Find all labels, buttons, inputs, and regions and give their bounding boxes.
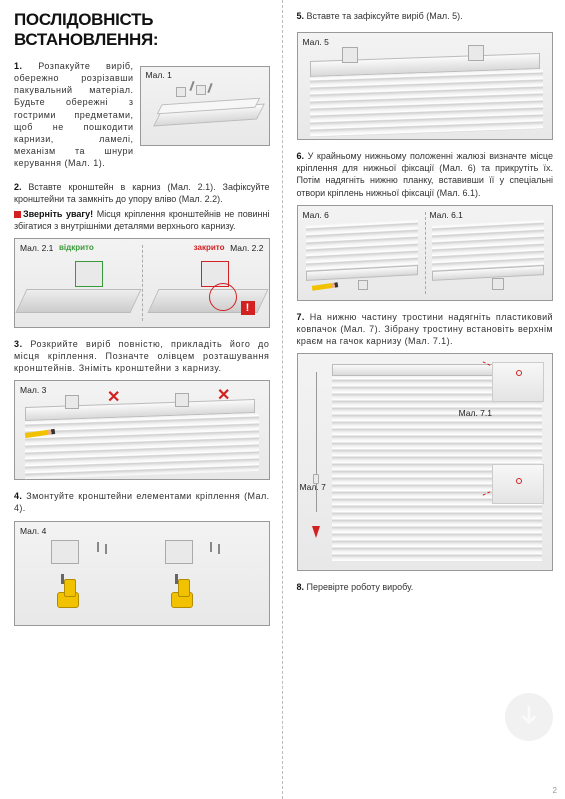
figure-3: Мал. 3 ✕ ✕ xyxy=(14,380,270,480)
figure-closed-label: закрито xyxy=(194,243,225,252)
step-2-warning: Зверніть увагу! Місця кріплення кронштей… xyxy=(14,208,270,232)
step-3-text: 3. Розкрийте виріб повністю, прикладіть … xyxy=(14,338,270,374)
figure-71-label: Мал. 7.1 xyxy=(459,408,492,418)
figure-61-label: Мал. 6.1 xyxy=(430,210,463,220)
figure-2: Мал. 2.1 відкрито закрито Мал. 2.2 ! xyxy=(14,238,270,328)
step-2-text: 2. Вставте кронштейн в карниз (Мал. 2.1)… xyxy=(14,181,270,205)
figure-4-label: Мал. 4 xyxy=(20,526,46,536)
figure-5: Мал. 5 xyxy=(297,32,554,140)
figure-7: Мал. 7 Мал. 7.1 xyxy=(297,353,554,571)
drill-icon xyxy=(49,574,89,614)
step-2: 2. Вставте кронштейн в карниз (Мал. 2.1)… xyxy=(14,181,270,328)
watermark-icon xyxy=(505,693,553,741)
figure-22-label: Мал. 2.2 xyxy=(230,243,263,253)
right-column: 5. Вставте та зафіксуйте виріб (Мал. 5).… xyxy=(283,0,565,799)
step-5: 5. Вставте та зафіксуйте виріб (Мал. 5).… xyxy=(297,10,554,140)
left-column: ПОСЛІДОВНІСТЬ ВСТАНОВЛЕННЯ: Мал. 1 1. Ро… xyxy=(0,0,283,799)
x-mark-icon: ✕ xyxy=(107,387,120,407)
figure-7-label: Мал. 7 xyxy=(300,482,326,492)
step-8-text: 8. Перевірте роботу виробу. xyxy=(297,581,554,593)
figure-21-label: Мал. 2.1 xyxy=(20,243,53,253)
figure-open-label: відкрито xyxy=(59,243,94,252)
drill-icon xyxy=(163,574,203,614)
step-4: 4. Змонтуйте кронштейни елементами кріпл… xyxy=(14,490,270,625)
x-mark-icon: ✕ xyxy=(217,385,230,405)
figure-5-label: Мал. 5 xyxy=(303,37,329,47)
warning-icon xyxy=(14,211,21,218)
figure-6-label: Мал. 6 xyxy=(303,210,329,220)
figure-4: Мал. 4 xyxy=(14,521,270,626)
step-1: Мал. 1 1. Розпакуйте виріб, обережно роз… xyxy=(14,60,270,169)
step-5-text: 5. Вставте та зафіксуйте виріб (Мал. 5). xyxy=(297,10,554,22)
warning-exclaim-icon: ! xyxy=(241,301,255,315)
tassel-icon xyxy=(312,526,320,538)
step-3: 3. Розкрийте виріб повністю, прикладіть … xyxy=(14,338,270,480)
step-7: 7. На нижню частину тростини надягніть п… xyxy=(297,311,554,571)
installation-title: ПОСЛІДОВНІСТЬ ВСТАНОВЛЕННЯ: xyxy=(14,10,270,50)
figure-6: Мал. 6 Мал. 6.1 xyxy=(297,205,554,301)
figure-3-label: Мал. 3 xyxy=(20,385,46,395)
step-4-text: 4. Змонтуйте кронштейни елементами кріпл… xyxy=(14,490,270,514)
step-8: 8. Перевірте роботу виробу. xyxy=(297,581,554,593)
page-number: 2 xyxy=(553,786,557,795)
step-6-text: 6. У крайньому нижньому положенні жалюзі… xyxy=(297,150,554,199)
step-7-text: 7. На нижню частину тростини надягніть п… xyxy=(297,311,554,347)
figure-1-label: Мал. 1 xyxy=(146,70,172,80)
step-6: 6. У крайньому нижньому положенні жалюзі… xyxy=(297,150,554,301)
figure-1: Мал. 1 xyxy=(140,66,270,146)
